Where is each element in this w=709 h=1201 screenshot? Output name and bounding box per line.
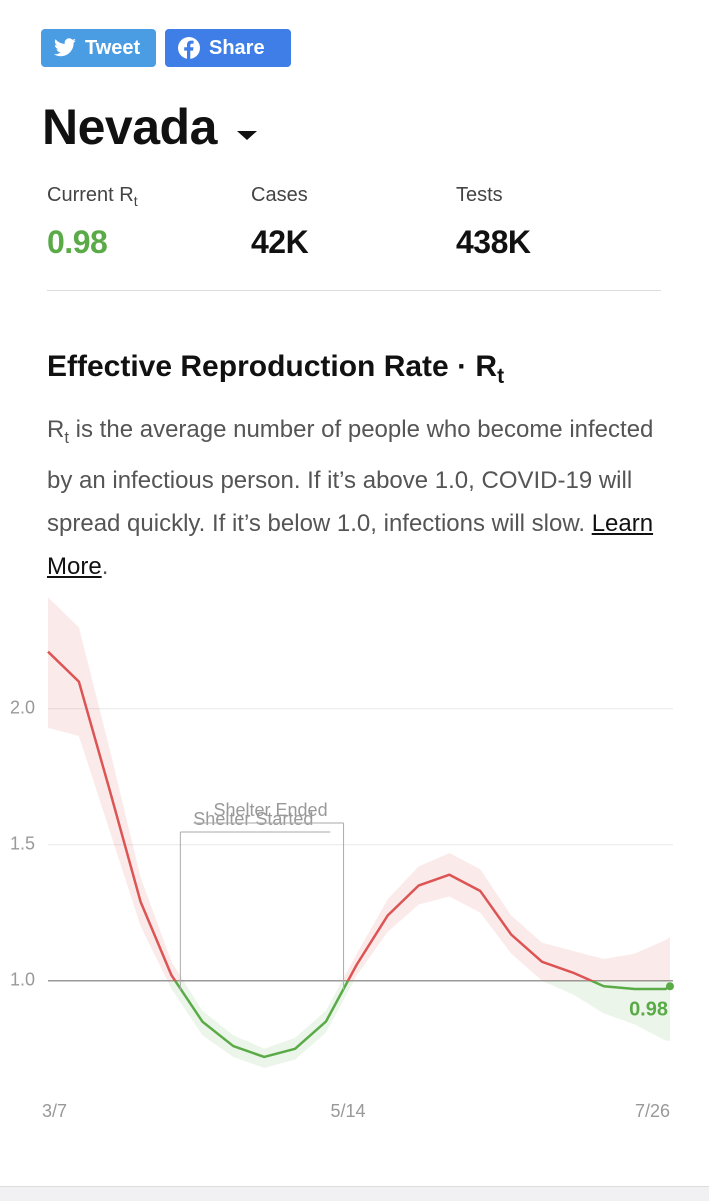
confidence-band xyxy=(48,597,670,1068)
stat-value: 438K xyxy=(456,224,531,260)
y-tick-label: 1.0 xyxy=(10,970,35,990)
stat-label: Current Rt xyxy=(47,184,138,212)
learn-more-link[interactable]: Learn More xyxy=(47,509,654,580)
stat-value: 0.98 xyxy=(47,224,108,260)
description: Rt is the average number of people who b… xyxy=(47,408,667,588)
separator xyxy=(47,290,661,291)
heading-sub: t xyxy=(497,365,505,388)
last-value-label: 0.98 xyxy=(629,999,668,1021)
stat: Cases 42K xyxy=(251,184,309,261)
twitter-icon xyxy=(53,38,76,57)
desc-end: . xyxy=(101,552,109,580)
chart: 1.0 1.5 2.0 3/7 5/14 7/26 0.98 Shelter StartedS… xyxy=(10,597,674,1121)
facebook-icon xyxy=(178,37,200,59)
x-tick-label: 5/14 xyxy=(330,1101,365,1121)
dropdown-caret[interactable] xyxy=(236,128,258,142)
y-tick-label: 1.5 xyxy=(10,834,35,854)
stat-label: Cases xyxy=(251,184,308,206)
x-tick-label: 3/7 xyxy=(42,1101,67,1121)
stat-label: Tests xyxy=(456,184,503,206)
section-heading: Effective Reproduction Rate · Rt xyxy=(47,350,504,389)
desc-start: R xyxy=(47,416,65,443)
desc-sub: t xyxy=(64,427,70,447)
stat-label-text: Current R xyxy=(47,184,134,206)
annotation-label: Shelter Started xyxy=(193,809,313,829)
y-tick-label: 2.0 xyxy=(10,698,35,718)
tweet-button[interactable]: Tweet xyxy=(41,29,156,67)
stat: Current Rt 0.98 xyxy=(47,184,138,261)
share-button[interactable]: Share xyxy=(165,29,291,67)
stat-value: 42K xyxy=(251,224,309,260)
share-label: Share xyxy=(209,36,265,59)
rt-line xyxy=(47,650,671,1059)
heading-text: Effective Reproduction Rate · R xyxy=(47,350,498,383)
stat: Tests 438K xyxy=(456,184,531,261)
x-tick-label: 7/26 xyxy=(635,1101,670,1121)
tweet-label: Tweet xyxy=(85,36,141,59)
state-title: Nevada xyxy=(42,99,217,155)
bottom-bar xyxy=(0,1186,709,1201)
annotation-label: Shelter Ended xyxy=(214,800,328,820)
stat-label-sub: t xyxy=(133,193,138,209)
last-point xyxy=(666,982,674,991)
desc-text: is the average number of people who beco… xyxy=(47,416,654,537)
